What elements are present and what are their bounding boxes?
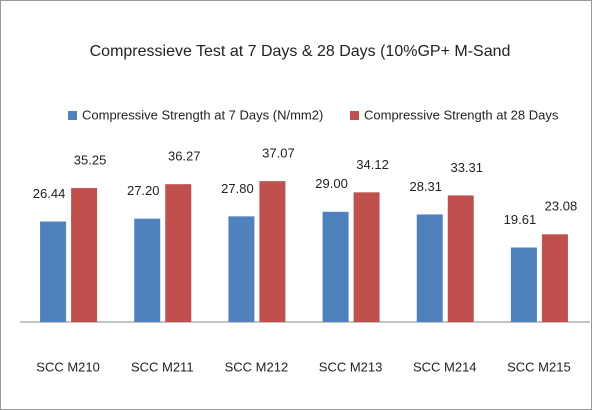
legend-swatch [350,111,359,120]
data-label: 27.80 [221,181,254,196]
bar [71,188,98,322]
bar [322,211,349,322]
data-label: 35.25 [74,152,107,167]
legend-label: Compressive Strength at 7 Days (N/mm2) [82,107,323,122]
bar [447,195,474,322]
x-tick-label: SCC M213 [319,359,383,374]
x-tick-label: SCC M214 [413,359,477,374]
legend-label: Compressive Strength at 28 Days [364,107,559,122]
data-label: 28.31 [409,179,442,194]
x-tick-label: SCC M211 [131,359,194,374]
data-label: 34.12 [356,157,389,172]
data-label: 37.07 [262,146,295,161]
bar [353,192,380,322]
chart-title: Compressieve Test at 7 Days & 28 Days (1… [90,43,511,60]
bar [40,221,67,322]
x-tick-label: SCC M212 [225,359,289,374]
bar [541,234,568,322]
bar [510,247,537,322]
data-label: 26.44 [33,186,66,201]
bar [259,181,286,322]
bar [416,214,443,322]
bar [134,218,161,322]
data-label: 33.31 [450,160,483,175]
data-label: 29.00 [315,176,348,191]
x-tick-label: SCC M215 [507,359,571,374]
data-label: 23.08 [545,199,578,214]
bar [228,216,255,322]
legend-swatch [68,111,77,120]
bar [165,184,192,322]
x-tick-label: SCC M210 [36,359,100,374]
data-label: 27.20 [127,183,160,198]
data-label: 36.27 [168,149,201,164]
data-label: 19.61 [504,212,537,227]
